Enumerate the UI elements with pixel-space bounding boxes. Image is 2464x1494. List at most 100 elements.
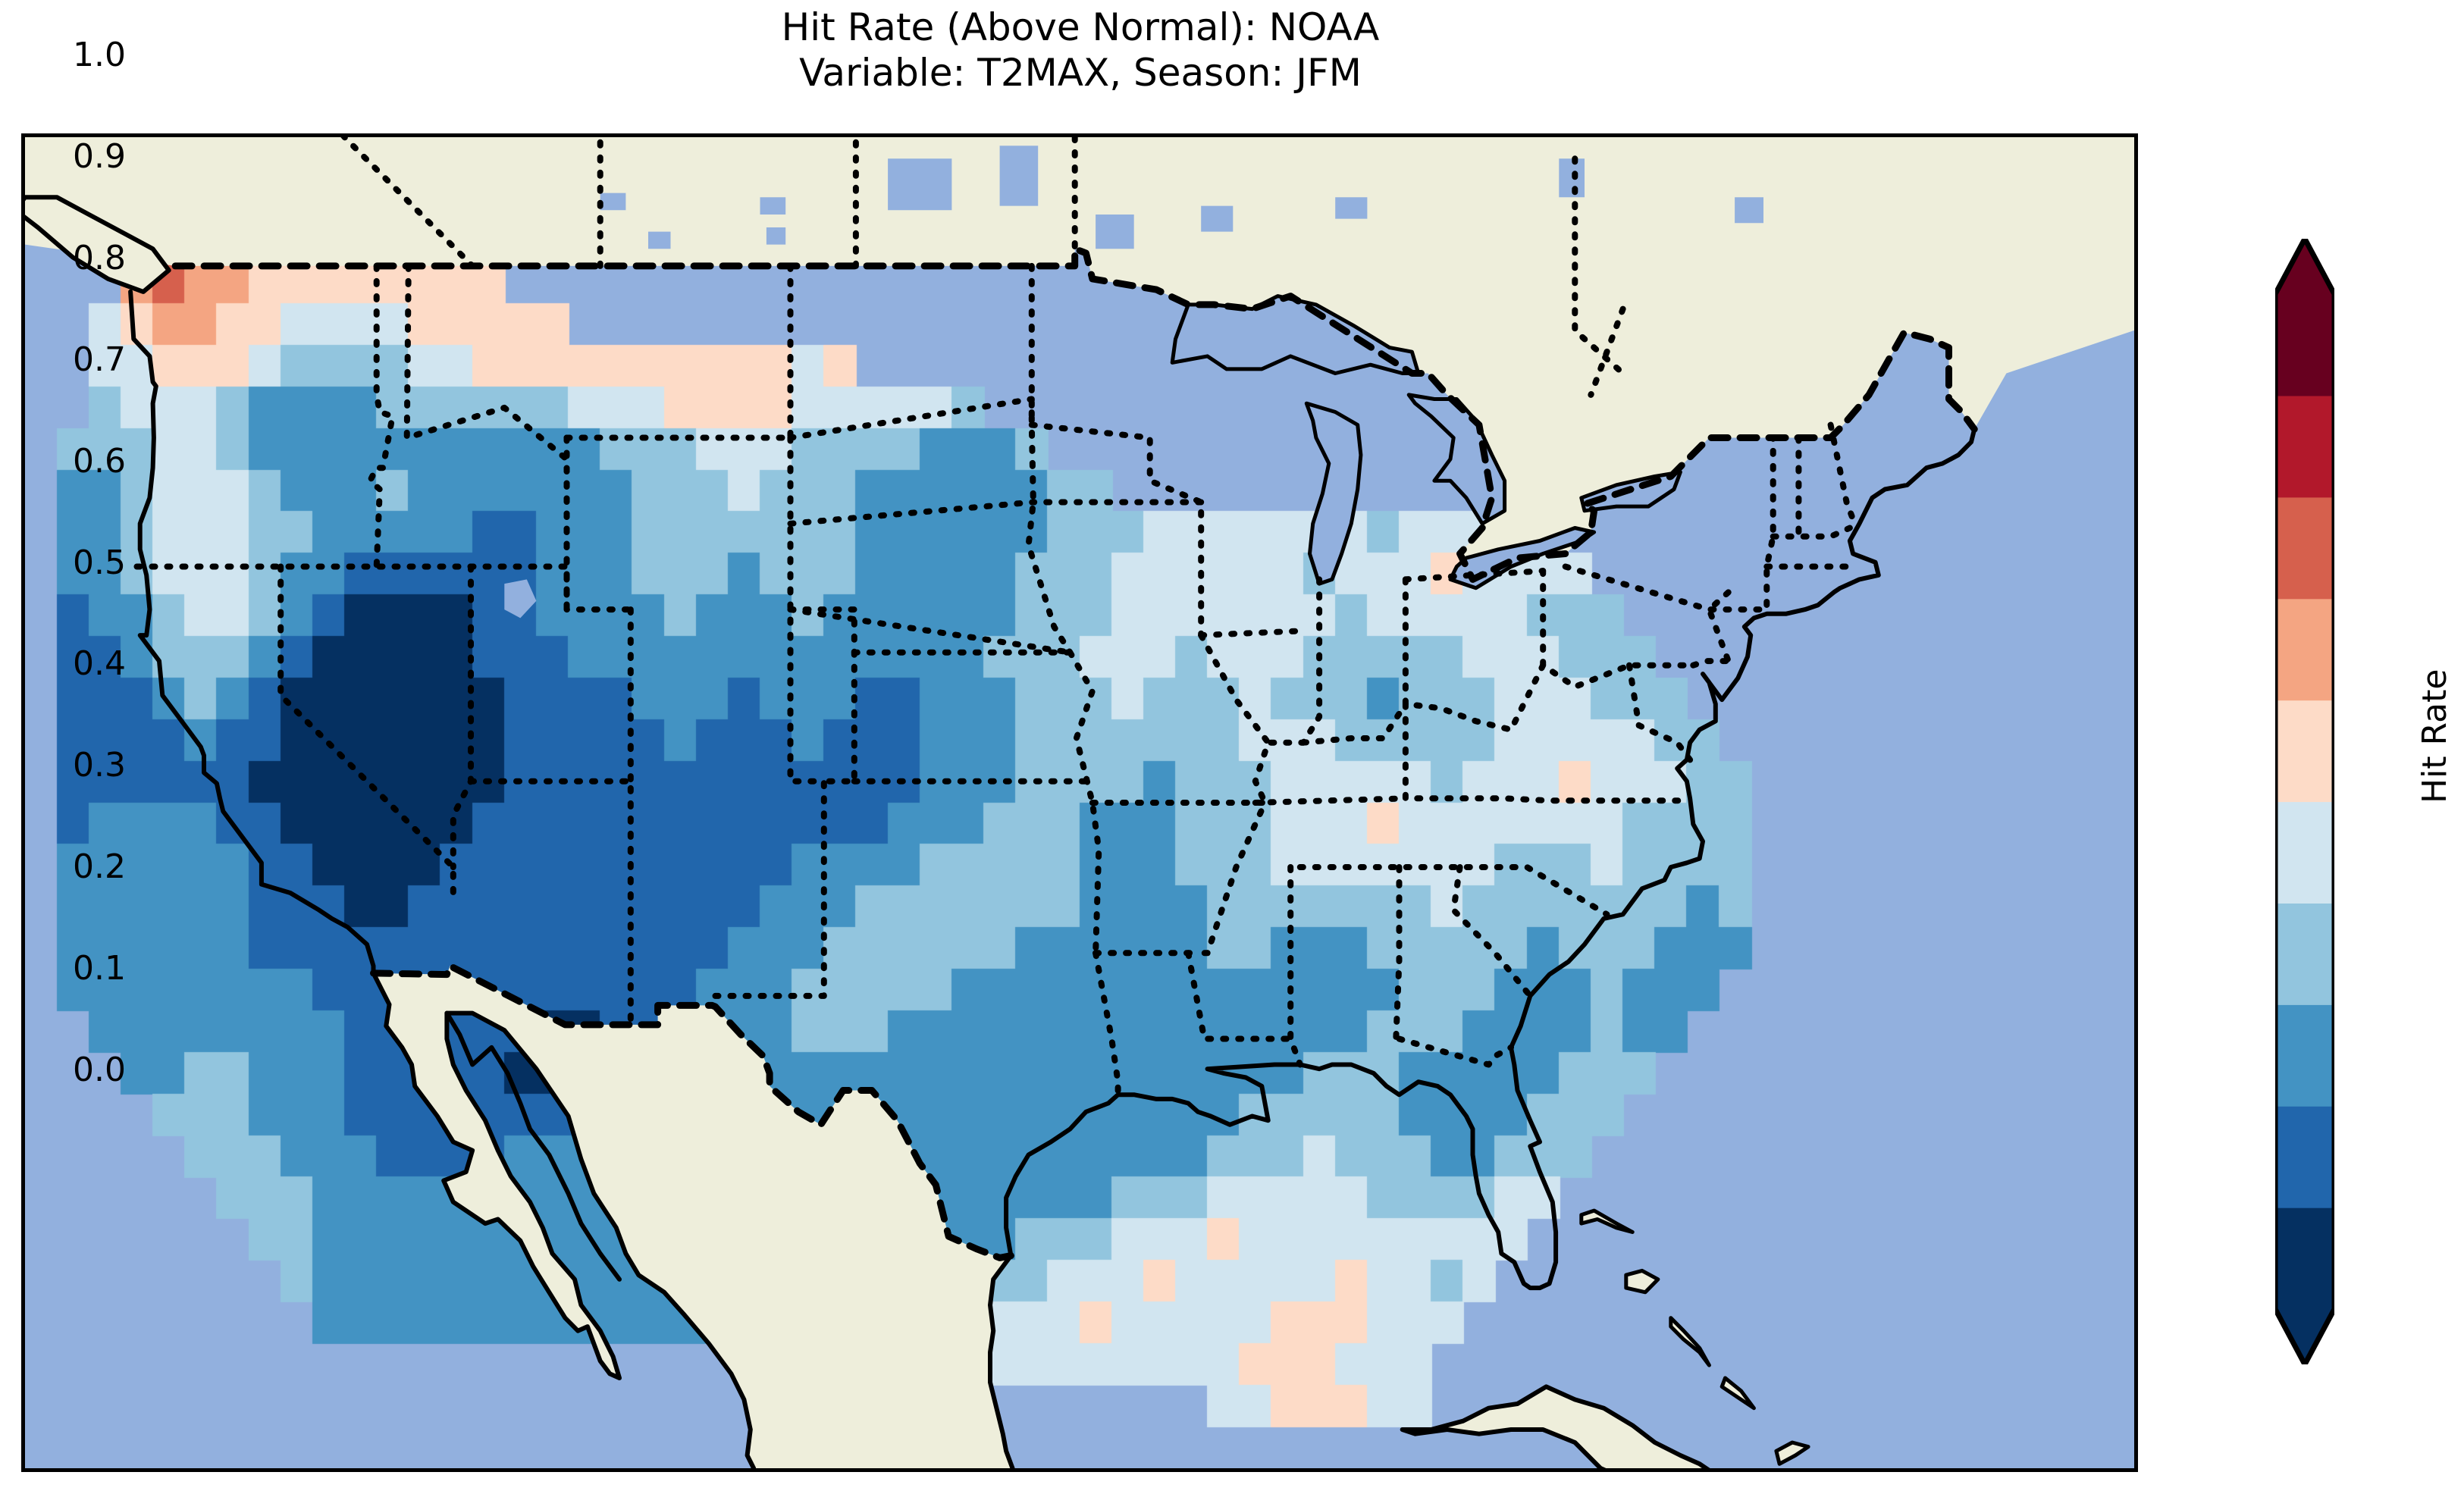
colorbar-tick-label-0.7: 0.7 xyxy=(73,340,126,379)
admin-boundary-12 xyxy=(787,606,1074,656)
great-salt-lake xyxy=(504,579,537,619)
chart-title: Hit Rate (Above Normal): NOAA Variable: … xyxy=(0,0,2161,96)
admin-boundary-2 xyxy=(277,563,456,900)
colorbar-tick-label-0.0: 0.0 xyxy=(73,1051,126,1089)
admin-boundary-44 xyxy=(1770,525,1853,540)
lake-ontario-shoreline xyxy=(1579,470,1682,513)
us-canada-border xyxy=(171,245,1978,583)
colorbar-segment-8 xyxy=(2275,395,2334,498)
bahamas-coastline-3 xyxy=(1719,1376,1756,1411)
admin-boundary-42 xyxy=(1562,434,1776,613)
admin-boundary-51 xyxy=(340,137,476,269)
colorbar-tick-label-0.9: 0.9 xyxy=(73,136,126,176)
admin-boundary-21 xyxy=(1089,800,1268,957)
map-geography-layer xyxy=(25,137,2134,1468)
title-line-1: Hit Rate (Above Normal): NOAA xyxy=(781,5,1380,49)
cuba-coastline xyxy=(1400,1384,1710,1468)
lake-michigan-shoreline xyxy=(1304,401,1363,586)
admin-boundary-39 xyxy=(1626,662,1694,763)
admin-boundary-24 xyxy=(1198,632,1271,806)
colorbar-tick-label-0.2: 0.2 xyxy=(73,847,126,887)
admin-boundary-34 xyxy=(1393,864,1403,1042)
inland-lake-9 xyxy=(1735,197,1763,224)
inland-lake-8 xyxy=(1559,158,1585,198)
colorbar-segment-9 xyxy=(2275,294,2334,396)
admin-boundary-19 xyxy=(1067,649,1102,957)
inland-lake-1 xyxy=(600,193,626,211)
inland-lake-5 xyxy=(1096,215,1134,249)
admin-boundary-33 xyxy=(1296,864,1610,918)
admin-boundary-26 xyxy=(1265,576,1323,746)
admin-boundary-31 xyxy=(1402,700,1690,804)
colorbar-tick-label-0.6: 0.6 xyxy=(73,441,126,481)
admin-boundary-0 xyxy=(367,262,396,570)
us-mexico-border xyxy=(370,962,1014,1261)
gulf-of-california-coastline xyxy=(444,1010,622,1282)
colorbar-gradient xyxy=(2275,239,2334,1364)
colorbar-extend-max-arrow xyxy=(2275,239,2334,294)
vancouver-island-coastline xyxy=(25,195,171,294)
map-canvas-container xyxy=(25,137,2134,1468)
admin-boundary-36 xyxy=(1185,950,1294,1042)
colorbar-tick-label-0.1: 0.1 xyxy=(73,949,126,988)
admin-boundary-52 xyxy=(1572,155,1626,377)
bahamas-coastline-4 xyxy=(1774,1440,1810,1466)
admin-boundary-7 xyxy=(706,434,827,999)
colorbar-extend-min-arrow xyxy=(2275,1309,2334,1364)
baja-coastline xyxy=(371,970,757,1468)
colorbar-segment-1 xyxy=(2275,1106,2334,1208)
colorbar-segment-5 xyxy=(2275,700,2334,803)
colorbar xyxy=(2275,239,2334,1364)
admin-boundary-32 xyxy=(1252,795,1409,806)
mexico-gulf-coastline xyxy=(988,1253,1015,1468)
admin-boundary-23 xyxy=(1092,950,1121,1098)
bahamas-coastline-1 xyxy=(1624,1268,1660,1295)
admin-boundary-11 xyxy=(787,499,1036,527)
colorbar-segment-0 xyxy=(2275,1207,2334,1310)
admin-boundary-41 xyxy=(1706,589,1732,665)
admin-boundary-10 xyxy=(787,396,1035,441)
admin-boundary-46 xyxy=(1827,421,1857,531)
inland-lake-2 xyxy=(760,197,786,215)
bahamas-coastline-2 xyxy=(1669,1316,1711,1367)
colorbar-tick-label-0.8: 0.8 xyxy=(73,238,126,277)
admin-boundary-3 xyxy=(450,563,474,870)
admin-boundary-25 xyxy=(1198,628,1303,639)
pacific-coastline xyxy=(128,289,376,976)
colorbar-segment-4 xyxy=(2275,801,2334,904)
inland-lake-10 xyxy=(648,231,671,249)
bahamas-coastline-0 xyxy=(1579,1208,1635,1234)
inland-lake-3 xyxy=(888,158,952,211)
gulf-atlantic-coastline xyxy=(1004,427,1977,1291)
colorbar-segment-7 xyxy=(2275,496,2334,600)
admin-boundary-35 xyxy=(1287,864,1303,1068)
admin-boundary-29 xyxy=(1540,568,1697,691)
map-axes xyxy=(21,133,2138,1472)
canada-landmass xyxy=(25,137,2134,580)
lake-huron xyxy=(1409,394,1505,524)
title-line-2: Variable: T2MAX, Season: JFM xyxy=(799,51,1362,95)
colorbar-tick-label-1.0: 1.0 xyxy=(73,36,126,74)
cuba-landmass xyxy=(1402,1386,1707,1468)
admin-boundary-1 xyxy=(133,563,634,613)
colorbar-tick-label-0.3: 0.3 xyxy=(73,746,126,785)
inland-lake-11 xyxy=(766,227,786,245)
admin-boundary-38 xyxy=(1450,864,1534,999)
admin-boundary-8 xyxy=(787,606,857,785)
mexico-landmass xyxy=(373,966,1013,1468)
admin-boundary-37 xyxy=(1396,1035,1514,1068)
colorbar-tick-label-0.4: 0.4 xyxy=(73,644,126,684)
admin-boundary-17 xyxy=(1028,421,1205,639)
colorbar-tick-labels: 1.0 0.9 0.8 0.7 0.6 0.5 0.4 0.3 0.2 0.1 0.0 xyxy=(73,0,187,1126)
inland-lake-7 xyxy=(1335,197,1368,219)
colorbar-segment-6 xyxy=(2275,598,2334,701)
colorbar-axis-label: Hit Rate xyxy=(2415,669,2454,803)
lake-superior xyxy=(1172,296,1419,374)
admin-boundary-27 xyxy=(1300,576,1409,746)
colorbar-segment-2 xyxy=(2275,1004,2334,1107)
colorbar-tick-label-0.5: 0.5 xyxy=(73,543,126,582)
lake-michigan xyxy=(1306,403,1361,584)
vancouver-island xyxy=(25,197,169,292)
inland-lake-6 xyxy=(1201,205,1234,232)
colorbar-segment-3 xyxy=(2275,903,2334,1005)
